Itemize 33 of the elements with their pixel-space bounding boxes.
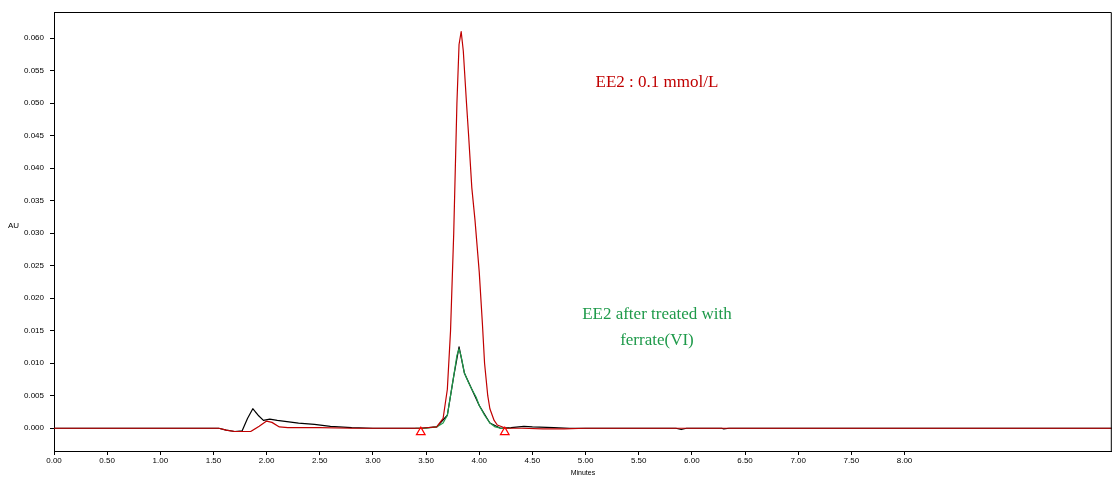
x-tick-label: 7.00 bbox=[790, 456, 807, 465]
x-tick-label: 0.50 bbox=[99, 456, 116, 465]
y-tick-label: 0.020 bbox=[23, 293, 45, 303]
x-tick-label: 3.50 bbox=[418, 456, 435, 465]
y-tick-label: 0.050 bbox=[23, 98, 45, 108]
x-tick-label: 4.00 bbox=[471, 456, 488, 465]
x-tick-label: 3.00 bbox=[365, 456, 382, 465]
x-tick-label: 2.50 bbox=[311, 456, 329, 465]
x-tick-label: 1.50 bbox=[205, 456, 222, 465]
y-tick-label: 0.005 bbox=[23, 390, 45, 400]
y-tick-label: 0.060 bbox=[23, 33, 45, 43]
text: EE2 after treated with ferrate(VI) bbox=[582, 304, 733, 350]
x-tick-label: 2.00 bbox=[258, 456, 275, 465]
y-tick-label: 0.030 bbox=[23, 228, 45, 238]
y-tick-label: 0.040 bbox=[23, 163, 45, 173]
x-tick-label: 0.00 bbox=[46, 456, 63, 465]
y-axis-title: AU bbox=[8, 220, 20, 230]
x-tick-label: 7.50 bbox=[843, 456, 860, 465]
x-tick-label: 4.50 bbox=[524, 456, 541, 465]
x-tick-label: 5.00 bbox=[577, 456, 594, 465]
y-tick-label: 0.035 bbox=[23, 195, 45, 205]
y-tick-label: 0.010 bbox=[23, 358, 45, 368]
x-tick-label: 6.50 bbox=[737, 456, 754, 465]
y-tick-label: 0.045 bbox=[23, 130, 45, 140]
y-tick-label: 0.025 bbox=[23, 260, 45, 270]
x-tick-label: 1.00 bbox=[152, 456, 169, 465]
y-tick-label: 0.055 bbox=[23, 65, 45, 75]
x-tick-label: 6.00 bbox=[684, 456, 701, 465]
text: EE2 : 0.1 mmol/L bbox=[595, 71, 719, 91]
x-tick-label: 8.00 bbox=[896, 456, 913, 465]
y-tick-label: 0.015 bbox=[23, 325, 45, 335]
y-tick-label: 0.000 bbox=[23, 423, 45, 433]
x-tick-label: 5.50 bbox=[630, 456, 648, 465]
